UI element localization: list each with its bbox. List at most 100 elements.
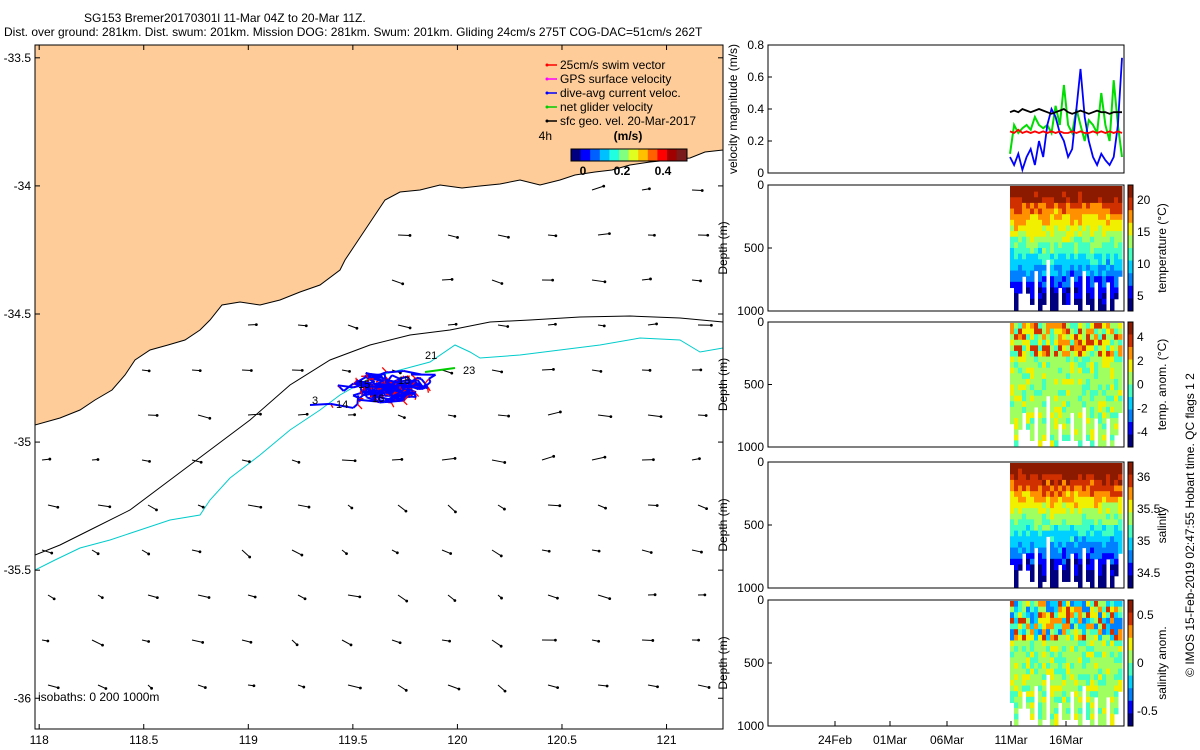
heatmap-cell [1038,362,1043,369]
heatmap-cell [1070,345,1075,352]
heatmap-cell [1090,323,1095,330]
heatmap-cell [1038,651,1043,658]
heatmap-cell [1038,646,1043,653]
heatmap-cell [1014,691,1019,698]
depth-ytick-label: 0 [757,315,764,329]
heatmap-cell [1050,440,1055,447]
heatmap-cell [1038,463,1043,470]
heatmap-cell [1090,345,1095,352]
heatmap-cell [1094,674,1099,681]
heatmap-cell [1102,702,1107,709]
heatmap-cell [1090,646,1095,653]
profile-heatmap [1010,323,1123,447]
heatmap-cell [1022,679,1027,687]
heatmap-cell [1022,401,1027,408]
heatmap-cell [1038,617,1043,625]
heatmap-cell [1098,367,1103,374]
heatmap-cell [1118,248,1123,255]
heatmap-cell [1074,513,1079,520]
heatmap-cell [1026,253,1031,260]
heatmap-cell [1050,496,1055,504]
dive-avg-current-vector [352,403,359,409]
heatmap-cell [1082,530,1087,537]
heatmap-cell [1034,541,1039,549]
heatmap-cell [1026,634,1031,642]
geo-arrow-head [100,596,104,600]
heatmap-cell [1038,685,1043,692]
heatmap-cell [1086,373,1091,380]
map-ytick-label: -35.5 [4,563,32,577]
heatmap-cell [1054,468,1059,475]
heatmap-cell [1102,412,1107,419]
heatmap-cell [1018,264,1023,272]
heatmap-cell [1022,525,1027,532]
geo-arrow-shaft [597,414,611,418]
geo-arrow-shaft [497,234,509,238]
heatmap-cell [1086,601,1091,608]
heatmap-cell [1086,547,1091,554]
heatmap-cell [1086,640,1091,647]
heatmap-cell [1062,564,1067,571]
heatmap-cell [1018,685,1023,692]
heatmap-cell [1026,339,1031,346]
heatmap-cell [1058,367,1063,374]
heatmap-cell [1086,691,1091,698]
heatmap-cell [1026,496,1031,504]
heatmap-cell [1070,350,1075,358]
heatmap-cell [1042,606,1047,613]
heatmap-cell [1058,629,1063,636]
heatmap-cell [1114,328,1119,335]
heatmap-cell [1030,508,1035,515]
heatmap-cell [1046,496,1051,504]
heatmap-cell [1114,547,1119,554]
heatmap-cell [1102,663,1107,670]
profile-colorbar-tick-label: -2 [1137,401,1148,415]
heatmap-cell [1058,219,1063,227]
heatmap-cell [1050,248,1055,255]
heatmap-cell [1050,434,1055,441]
profile-colorbar-tick-label: -0.5 [1137,704,1158,718]
heatmap-cell [1106,606,1111,613]
heatmap-cell [1066,564,1071,571]
heatmap-cell [1102,264,1107,272]
heatmap-cell [1074,553,1079,560]
heatmap-cell [1106,502,1111,509]
heatmap-cell [1074,323,1079,330]
swim-vector [404,394,409,400]
heatmap-cell [1054,651,1059,658]
heatmap-cell [1010,236,1015,243]
heatmap-cell [1058,208,1063,215]
heatmap-cell [1066,685,1071,692]
heatmap-cell [1066,395,1071,402]
heatmap-cell [1114,468,1119,475]
heatmap-cell [1030,570,1035,577]
heatmap-cell [1058,640,1063,647]
profile-colorbar-tick-label: 5 [1137,289,1144,303]
heatmap-cell [1014,214,1019,221]
heatmap-cell [1026,214,1031,221]
heatmap-cell [1082,350,1087,358]
heatmap-cell [1030,202,1035,210]
heatmap-cell [1018,384,1023,391]
geo-arrow-shaft [97,684,107,690]
geo-arrow-head [608,597,612,601]
heatmap-cell [1030,553,1035,560]
heatmap-cell [1050,696,1055,704]
geo-arrow-head [404,509,408,513]
heatmap-cell [1018,502,1023,509]
heatmap-cell [1018,390,1023,397]
heatmap-cell [1058,612,1063,619]
heatmap-cell [1054,225,1059,232]
heatmap-cell [1114,362,1119,369]
geo-arrow-head [348,369,351,373]
heatmap-cell [1082,390,1087,397]
swim-vector [426,388,430,393]
heatmap-cell [1062,259,1067,266]
heatmap-cell [1118,406,1123,414]
heatmap-cell [1106,553,1111,560]
geo-arrow-head [500,596,503,600]
dive-avg-current-vector [359,381,367,389]
heatmap-cell [1086,219,1091,227]
heatmap-cell [1034,674,1039,681]
heatmap-cell [1110,434,1115,441]
